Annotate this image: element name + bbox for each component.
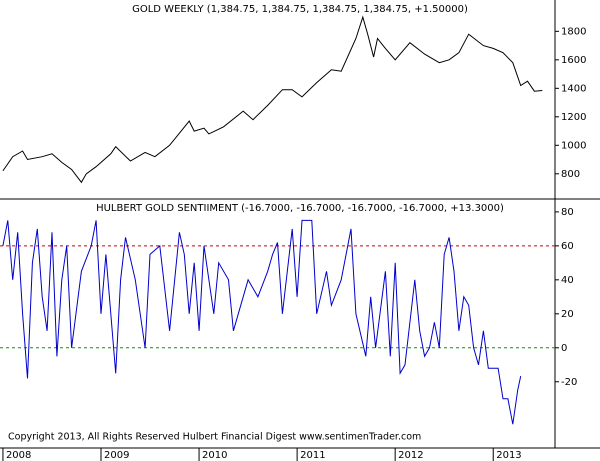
- y-tick-label: 1800: [561, 26, 586, 37]
- y-tick-label: 1400: [561, 83, 586, 94]
- chart-title: GOLD WEEKLY (1,384.75, 1,384.75, 1,384.7…: [132, 4, 468, 15]
- y-tick-label: -20: [561, 377, 577, 388]
- price-line: [2, 219, 522, 425]
- price-line: [2, 15, 543, 184]
- y-tick-label: 80: [561, 207, 574, 218]
- y-tick-label: 20: [561, 309, 574, 320]
- x-tick-label: 2013: [496, 450, 521, 461]
- y-tick-label: 60: [561, 241, 574, 252]
- copyright: Copyright 2013, All Rights Reserved Hulb…: [8, 432, 421, 443]
- y-tick-label: 1200: [561, 112, 586, 123]
- chart-title: HULBERT GOLD SENTIIMENT (-16.7000, -16.7…: [96, 203, 504, 214]
- y-tick-label: 1000: [561, 140, 586, 151]
- x-tick-label: 2012: [398, 450, 423, 461]
- x-tick-label: 2010: [202, 450, 227, 461]
- x-tick-label: 2008: [6, 450, 31, 461]
- y-tick-label: 0: [561, 343, 567, 354]
- y-tick-label: 1600: [561, 55, 586, 66]
- y-tick-label: 800: [561, 169, 580, 180]
- x-tick-label: 2009: [104, 450, 129, 461]
- y-tick-label: 40: [561, 275, 574, 286]
- x-tick-label: 2011: [300, 450, 325, 461]
